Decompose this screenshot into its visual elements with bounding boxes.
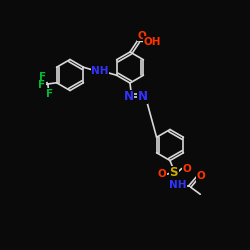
Text: OH: OH <box>144 37 161 47</box>
Text: O: O <box>158 169 166 179</box>
Text: F: F <box>38 80 45 90</box>
Text: N: N <box>124 90 134 103</box>
Text: NH: NH <box>91 66 109 76</box>
Text: F: F <box>46 89 53 99</box>
Text: F: F <box>39 72 46 82</box>
Text: O: O <box>182 164 191 173</box>
Text: O: O <box>196 171 205 181</box>
Text: NH: NH <box>169 180 186 190</box>
Text: O: O <box>138 31 146 41</box>
Text: N: N <box>138 90 147 103</box>
Text: S: S <box>170 166 178 179</box>
